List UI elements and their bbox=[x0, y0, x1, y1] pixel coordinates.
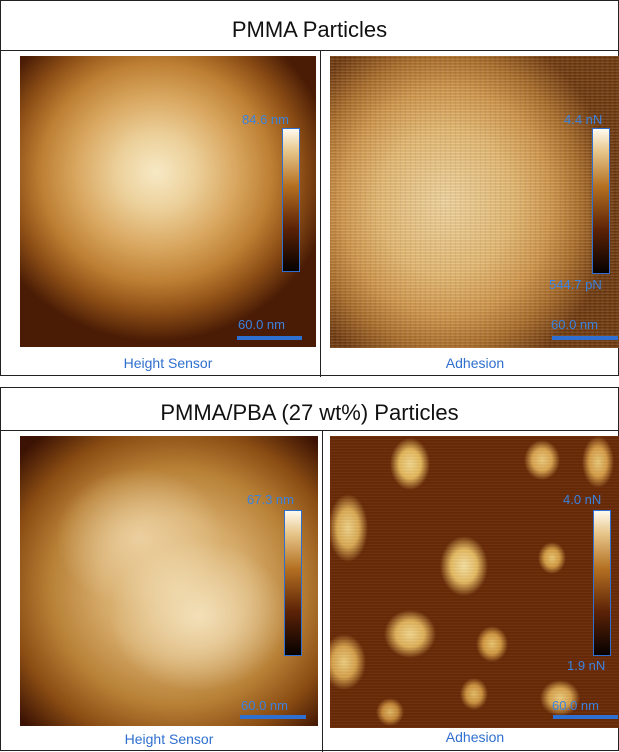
top-left-scale-bar bbox=[237, 336, 302, 340]
top-panel-divider bbox=[320, 50, 321, 377]
top-left-colorbar bbox=[282, 128, 300, 272]
bottom-left-caption: Height Sensor bbox=[124, 731, 214, 747]
top-right-scale-label: 60.0 nm bbox=[551, 317, 598, 332]
bottom-right-colorbar bbox=[593, 510, 611, 656]
top-right-colorbar-min-label: 544.7 pN bbox=[549, 277, 602, 292]
bottom-height-sensor-image: 67.3 nm 60.0 nm bbox=[20, 436, 318, 726]
bottom-right-colorbar-max-label: 4.0 nN bbox=[563, 492, 602, 507]
bottom-left-scale-bar bbox=[240, 715, 306, 719]
top-right-colorbar-max-label: 4.4 nN bbox=[564, 112, 603, 127]
top-right-colorbar bbox=[592, 128, 610, 274]
top-right-scale-bar bbox=[552, 336, 618, 340]
bottom-figure-title: PMMA/PBA (27 wt%) Particles bbox=[160, 400, 459, 425]
bottom-title-divider bbox=[1, 430, 619, 431]
bottom-right-colorbar-min-label: 1.9 nN bbox=[567, 658, 606, 673]
top-left-caption: Height Sensor bbox=[123, 355, 213, 371]
bottom-right-scale-label: 60.0 nm bbox=[552, 698, 599, 713]
top-right-caption: Adhesion bbox=[445, 355, 505, 371]
bottom-adhesion-image: 4.0 nN 1.9 nN 60.0 nm bbox=[330, 436, 619, 728]
top-left-scale-label: 60.0 nm bbox=[238, 317, 285, 332]
bottom-panel-divider bbox=[322, 430, 323, 752]
top-left-colorbar-max-label: 84.6 nm bbox=[242, 112, 289, 127]
bottom-right-scale-bar bbox=[553, 715, 618, 719]
bottom-left-colorbar bbox=[284, 510, 302, 656]
bottom-right-caption: Adhesion bbox=[445, 729, 505, 745]
top-title-divider bbox=[1, 50, 619, 51]
bottom-left-scale-label: 60.0 nm bbox=[241, 698, 288, 713]
top-adhesion-image: 4.4 nN 544.7 pN 60.0 nm bbox=[330, 56, 619, 348]
bottom-left-colorbar-max-label: 67.3 nm bbox=[247, 492, 294, 507]
top-figure-title: PMMA Particles bbox=[231, 17, 388, 42]
top-figure-frame: PMMA Particles 84.6 nm 60.0 nm Height Se… bbox=[0, 0, 619, 377]
top-height-sensor-image: 84.6 nm 60.0 nm bbox=[20, 56, 316, 347]
bottom-figure-frame: PMMA/PBA (27 wt%) Particles 67.3 nm 60.0… bbox=[0, 387, 619, 752]
